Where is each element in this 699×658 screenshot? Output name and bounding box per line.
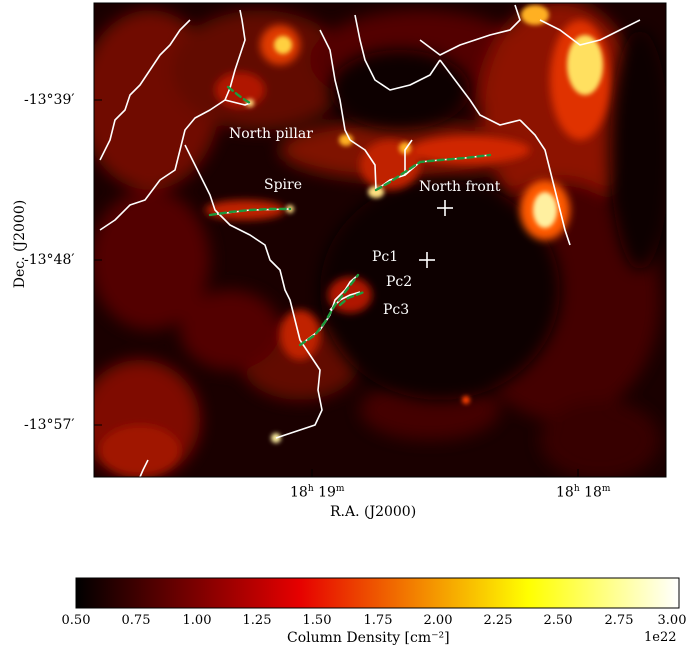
label-pc1: Pc1 xyxy=(372,249,399,265)
colorbar-tick-label: 2.75 xyxy=(604,613,634,628)
colorbar-tick-label: 2.00 xyxy=(423,613,453,628)
label-pc2: Pc2 xyxy=(386,274,413,290)
x-tick-label: 18h 19m xyxy=(290,484,345,501)
colorbar-tick-label: 1.50 xyxy=(302,613,332,628)
cross-markers xyxy=(419,200,453,268)
label-spire: Spire xyxy=(264,177,303,193)
label-pc3: Pc3 xyxy=(383,302,410,318)
plot-frame xyxy=(93,2,667,478)
y-tick-label: -13°48′ xyxy=(24,252,75,268)
colorbar-tick-label: 2.50 xyxy=(543,613,573,628)
density-map-image xyxy=(94,3,666,477)
filament-skeleton xyxy=(99,4,641,477)
colorbar-tick-label: 0.75 xyxy=(121,613,151,628)
colorbar-scale-label: 1e22 xyxy=(644,630,677,645)
y-tick-label: -13°39′ xyxy=(24,92,75,108)
colorbar-gradient xyxy=(75,577,680,609)
colorbar-tick-label: 1.25 xyxy=(242,613,272,628)
highlighted-filaments xyxy=(208,85,492,347)
x-tick-label: 18h 18m xyxy=(556,484,611,501)
colorbar-tick-label: 3.00 xyxy=(657,613,687,628)
y-axis-title: Dec. (J2000) xyxy=(12,199,28,289)
x-axis-title: R.A. (J2000) xyxy=(330,504,417,520)
label-north-front: North front xyxy=(419,179,501,195)
colorbar-tick-label: 1.00 xyxy=(182,613,212,628)
colorbar-tick-label: 0.50 xyxy=(61,613,91,628)
axis-ticks xyxy=(94,99,579,477)
colorbar-title: Column Density [cm⁻²] xyxy=(287,630,450,646)
colorbar-tick-label: 2.25 xyxy=(483,613,513,628)
colorbar-tick-label: 1.75 xyxy=(363,613,393,628)
y-tick-label: -13°57′ xyxy=(24,417,75,433)
label-north-pillar: North pillar xyxy=(229,126,313,142)
